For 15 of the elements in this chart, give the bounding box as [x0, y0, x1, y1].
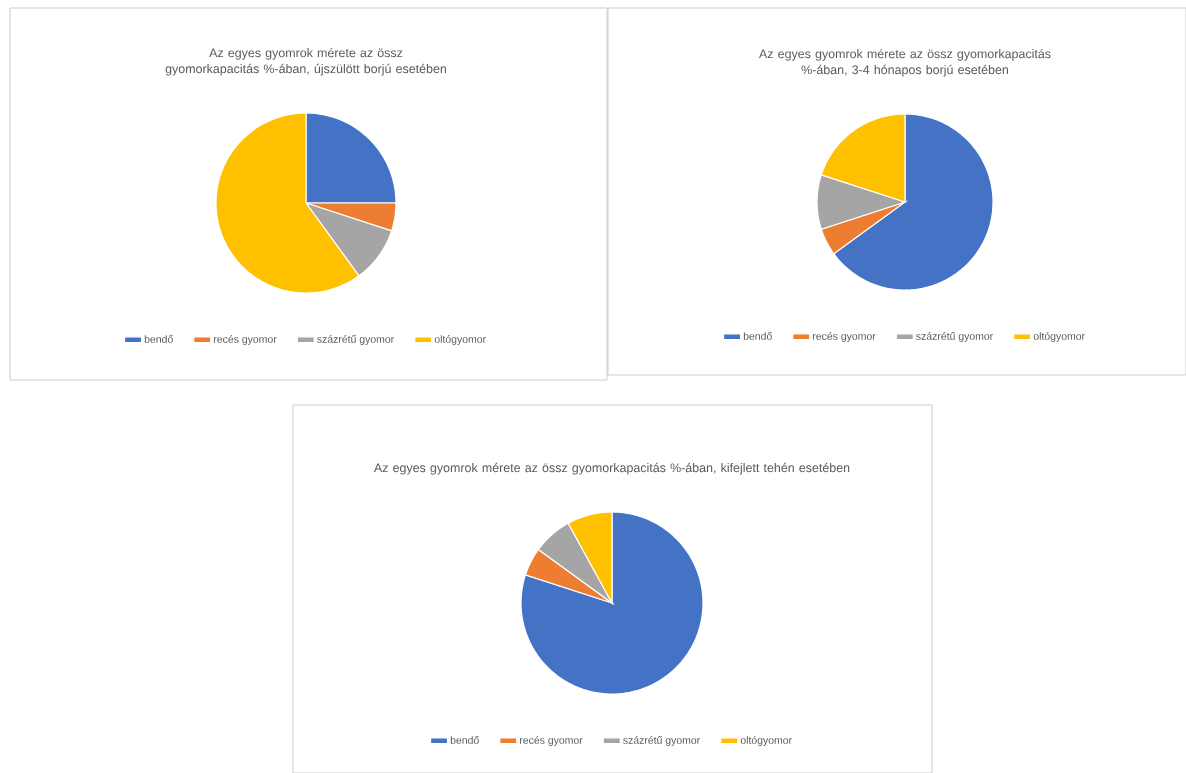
legend-label: oltógyomor: [434, 335, 486, 345]
legend-label: recés gyomor: [813, 332, 876, 342]
legend-label: recés gyomor: [214, 335, 277, 345]
legend-label: bendő: [450, 736, 479, 744]
legend-label: százrétű gyomor: [317, 335, 394, 345]
legend-label: oltógyomor: [740, 736, 792, 746]
chart-title: Az egyes gyomrok mérete az össz gyomorkapacitás %-ában, újszülött borjú esetében: [165, 47, 447, 76]
legend-label: bendő: [144, 335, 173, 343]
legend-label: százrétű gyomor: [623, 736, 700, 746]
legend-label: bendő: [743, 332, 772, 340]
legend-label: recés gyomor: [520, 736, 583, 746]
legend-label: százrétű gyomor: [916, 332, 993, 342]
chart-title: Az egyes gyomrok mérete az össz gyomorkapacitás %-ában, kifejlett tehén esetében: [373, 462, 850, 475]
chart-title: Az egyes gyomrok mérete az össz gyomorkapacitás %-ában, 3-4 hónapos borjú esetében: [759, 48, 1051, 77]
legend-label: oltógyomor: [1033, 332, 1085, 342]
